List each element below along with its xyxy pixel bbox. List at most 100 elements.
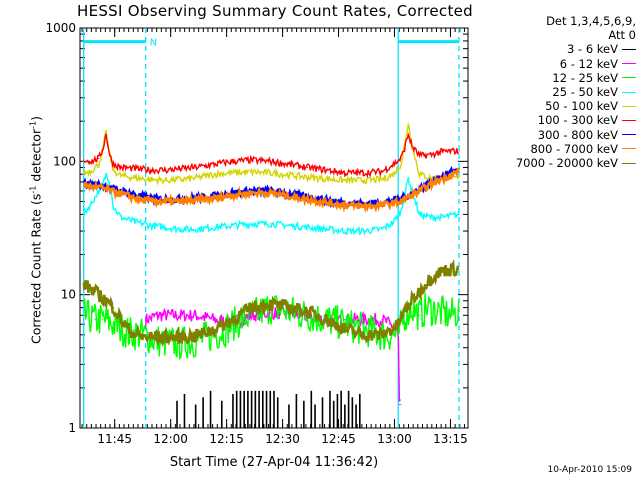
data-point bbox=[112, 163, 115, 165]
y-axis-label-exp1: -1 bbox=[28, 185, 38, 194]
legend-label: 300 - 800 keV bbox=[537, 127, 618, 142]
series-line bbox=[83, 167, 460, 213]
data-point bbox=[213, 197, 215, 199]
x-tick-label: 12:15 bbox=[209, 432, 244, 446]
legend-entry: 100 - 300 keV bbox=[470, 113, 636, 127]
legend-swatch bbox=[622, 49, 636, 50]
data-point bbox=[344, 328, 346, 330]
data-point bbox=[400, 210, 402, 213]
data-point bbox=[288, 195, 290, 197]
data-point bbox=[344, 179, 346, 181]
data-point bbox=[112, 206, 115, 209]
legend-swatch bbox=[622, 134, 636, 136]
data-point bbox=[325, 178, 327, 180]
legend-label: 50 - 100 keV bbox=[545, 99, 618, 114]
data-point bbox=[362, 319, 365, 321]
plot-frame bbox=[79, 27, 469, 429]
data-point bbox=[195, 335, 197, 337]
data-point bbox=[251, 159, 253, 161]
data-point bbox=[448, 314, 450, 316]
series-line bbox=[83, 172, 460, 236]
data-point bbox=[232, 319, 234, 321]
data-point bbox=[112, 191, 115, 193]
data-point bbox=[157, 314, 159, 316]
data-point bbox=[306, 198, 309, 200]
legend-label: 800 - 7000 keV bbox=[530, 141, 618, 156]
data-point bbox=[232, 224, 234, 227]
data-point bbox=[269, 312, 271, 314]
data-point bbox=[180, 168, 182, 170]
legend: Det 1,3,4,5,6,9, Att 0 3 - 6 keV 6 - 12 k… bbox=[470, 14, 636, 170]
legend-label: 100 - 300 keV bbox=[537, 113, 618, 128]
data-point bbox=[441, 270, 443, 272]
data-point bbox=[458, 168, 460, 170]
legend-label: 6 - 12 keV bbox=[559, 56, 618, 71]
data-point bbox=[269, 223, 271, 225]
series-100-300-kev bbox=[83, 132, 460, 178]
data-point bbox=[448, 268, 450, 270]
data-point bbox=[251, 306, 253, 309]
legend-header-detectors: Det 1,3,4,5,6,9, bbox=[546, 14, 636, 28]
data-point bbox=[98, 190, 100, 192]
data-point bbox=[224, 328, 227, 330]
data-point bbox=[288, 163, 290, 165]
data-point bbox=[195, 314, 197, 316]
data-point bbox=[213, 173, 215, 175]
legend-swatch bbox=[622, 120, 636, 122]
data-point bbox=[83, 213, 85, 215]
data-point bbox=[157, 200, 159, 203]
data-point bbox=[105, 133, 107, 135]
data-point bbox=[411, 145, 413, 147]
series-7000-20000-kev bbox=[82, 258, 460, 348]
legend-swatch bbox=[622, 77, 636, 79]
data-point bbox=[150, 169, 152, 171]
data-point bbox=[325, 319, 327, 321]
data-point bbox=[232, 160, 234, 162]
legend-swatch bbox=[622, 105, 636, 107]
data-point bbox=[101, 150, 103, 152]
data-point bbox=[120, 175, 122, 177]
data-point bbox=[458, 150, 460, 152]
data-point bbox=[269, 192, 271, 194]
series-line bbox=[82, 258, 460, 348]
y-axis-label-mid: detector bbox=[28, 128, 44, 186]
legend-entry: 50 - 100 keV bbox=[470, 99, 636, 113]
data-point bbox=[437, 179, 439, 181]
data-point bbox=[344, 172, 346, 174]
data-point bbox=[90, 160, 92, 162]
legend-label: 25 - 50 keV bbox=[552, 85, 618, 100]
data-point bbox=[437, 310, 439, 312]
y-tick-label: 10 bbox=[61, 288, 76, 302]
legend-label: 7000 - 20000 keV bbox=[515, 156, 618, 171]
data-point bbox=[112, 170, 115, 172]
x-tick-label: 13:15 bbox=[433, 432, 468, 446]
data-point bbox=[135, 221, 137, 223]
data-point bbox=[142, 196, 145, 198]
series-line bbox=[145, 305, 401, 402]
data-point bbox=[195, 166, 197, 169]
data-point bbox=[135, 177, 137, 179]
data-point bbox=[362, 179, 365, 181]
data-point bbox=[142, 336, 145, 338]
data-point bbox=[120, 166, 122, 169]
data-point bbox=[362, 230, 365, 232]
y-tick-label: 100 bbox=[53, 154, 76, 168]
chart-title: HESSI Observing Summary Count Rates, Cor… bbox=[77, 2, 473, 20]
data-point bbox=[288, 306, 290, 309]
marker-label: N bbox=[150, 38, 157, 49]
data-point bbox=[176, 336, 178, 338]
data-point bbox=[150, 336, 152, 338]
data-point bbox=[120, 216, 122, 218]
data-point bbox=[83, 184, 85, 186]
generation-timestamp: 10-Apr-2010 15:09 bbox=[547, 465, 632, 475]
data-point bbox=[213, 319, 215, 321]
data-point bbox=[90, 170, 92, 172]
data-point bbox=[458, 170, 460, 173]
data-point bbox=[176, 200, 178, 203]
x-tick-label: 12:45 bbox=[321, 432, 356, 446]
data-point bbox=[362, 172, 365, 174]
data-point bbox=[269, 303, 271, 305]
data-point bbox=[325, 202, 327, 204]
data-point bbox=[112, 306, 115, 309]
